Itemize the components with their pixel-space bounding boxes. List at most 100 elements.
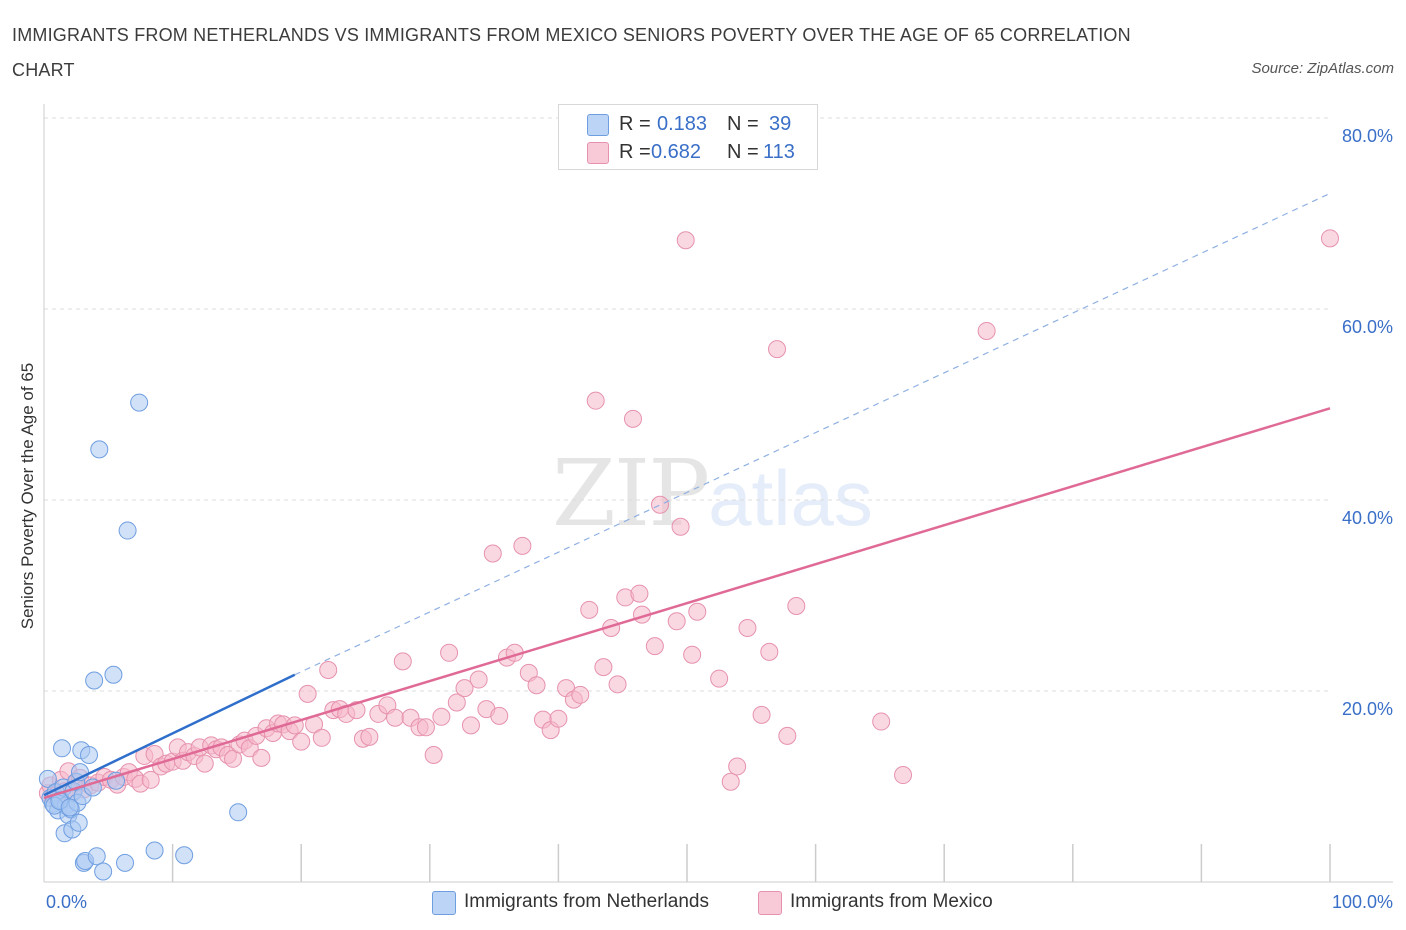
data-point-mexico [461, 716, 480, 735]
data-point-mexico [360, 727, 379, 746]
data-point-mexico [490, 706, 509, 725]
data-point-mexico [513, 536, 532, 555]
data-point-netherlands [145, 841, 164, 860]
stats-legend: R = 0.183 N = 39 R = 0.682 N = 113 [558, 104, 818, 170]
legend-label-mexico: Immigrants from Mexico [790, 891, 993, 912]
data-point-mexico [671, 517, 690, 536]
grid-lines [44, 117, 1330, 692]
chart-source: Source: ZipAtlas.com [1251, 60, 1394, 77]
data-point-mexico [312, 728, 331, 747]
data-point-mexico [580, 600, 599, 619]
data-point-mexico [676, 231, 695, 250]
data-point-netherlands [85, 671, 104, 690]
data-point-mexico [728, 757, 747, 776]
data-point-mexico [483, 544, 502, 563]
data-point-mexico [447, 693, 466, 712]
data-point-mexico [386, 708, 405, 727]
data-point-mexico [571, 685, 590, 704]
data-point-mexico [623, 409, 642, 428]
x-tick-label: 100.0% [1332, 892, 1393, 912]
data-point-mexico [688, 602, 707, 621]
trend-line-netherlands [43, 673, 296, 797]
y-tick-label: 20.0% [1342, 699, 1393, 719]
data-point-mexico [787, 597, 806, 616]
data-point-netherlands [38, 769, 57, 788]
data-point-mexico [527, 676, 546, 695]
data-point-mexico [432, 707, 451, 726]
data-point-mexico [977, 321, 996, 340]
legend-swatch-mexico [758, 891, 782, 915]
data-point-mexico [424, 745, 443, 764]
stats-swatch-netherlands [587, 114, 609, 136]
data-point-mexico [872, 712, 891, 731]
y-axis-label: Seniors Poverty Over the Age of 65 [18, 362, 37, 630]
chart-title: IMMIGRANTS FROM NETHERLANDS VS IMMIGRANT… [12, 25, 1131, 80]
data-point-netherlands [104, 665, 123, 684]
data-point-mexico [608, 675, 627, 694]
trend-lines [43, 192, 1331, 800]
data-point-mexico [650, 495, 669, 514]
data-point-netherlands [229, 803, 248, 822]
data-point-mexico [455, 679, 474, 698]
stats-r-label: R = [619, 141, 651, 163]
data-point-netherlands [69, 813, 88, 832]
data-point-netherlands [90, 440, 109, 459]
data-point-netherlands [53, 739, 72, 758]
data-point-mexico [738, 618, 757, 637]
data-point-mexico [440, 643, 459, 662]
y-tick-label: 60.0% [1342, 317, 1393, 337]
data-point-mexico [710, 669, 729, 688]
data-point-mexico [416, 718, 435, 737]
tick-labels: 20.0% 40.0% 60.0% 80.0% 0.0% 100.0% [46, 126, 1393, 912]
data-point-netherlands [80, 745, 99, 764]
mexico-points [38, 229, 1339, 809]
data-point-netherlands [116, 853, 135, 872]
data-point-netherlands [130, 393, 149, 412]
data-point-mexico [768, 340, 787, 359]
data-point-netherlands [94, 862, 113, 881]
stats-n-value-netherlands: 39 [769, 113, 792, 135]
data-point-mexico [252, 748, 271, 767]
stats-swatch-mexico [587, 142, 609, 164]
data-point-mexico [778, 726, 797, 745]
data-point-netherlands [175, 846, 194, 865]
data-point-mexico [195, 754, 214, 773]
axes [43, 104, 1393, 883]
data-point-mexico [721, 772, 740, 791]
legend-label-netherlands: Immigrants from Netherlands [464, 891, 709, 912]
data-point-mexico [319, 660, 338, 679]
data-point-mexico [645, 637, 664, 656]
data-point-mexico [667, 612, 686, 631]
data-point-mexico [549, 709, 568, 728]
stats-r-value-mexico: 0.682 [651, 141, 702, 163]
data-point-netherlands [118, 521, 137, 540]
trend-extension-netherlands [294, 192, 1331, 676]
data-point-netherlands [87, 847, 106, 866]
data-point-mexico [894, 766, 913, 785]
data-point-mexico [469, 670, 488, 689]
data-point-mexico [594, 658, 613, 677]
watermark-atlas: atlas [708, 454, 873, 542]
data-point-mexico [298, 684, 317, 703]
data-point-mexico [630, 584, 649, 603]
data-point-mexico [141, 770, 160, 789]
data-point-mexico [393, 652, 412, 671]
data-point-mexico [1321, 229, 1339, 248]
data-point-mexico [752, 705, 771, 724]
stats-n-label: N = [727, 141, 759, 163]
watermark: ZIPatlas [552, 440, 873, 547]
stats-n-value-mexico: 113 [763, 141, 795, 163]
data-point-mexico [683, 645, 702, 664]
data-point-mexico [760, 642, 779, 661]
legend-swatch-netherlands [432, 891, 456, 915]
x-tick-label: 0.0% [46, 892, 87, 912]
data-point-netherlands [60, 798, 79, 817]
data-point-mexico [292, 732, 311, 751]
y-tick-label: 80.0% [1342, 126, 1393, 146]
stats-n-label: N = [727, 113, 759, 135]
y-tick-label: 40.0% [1342, 508, 1393, 528]
netherlands-points [38, 393, 248, 881]
stats-r-value-netherlands: 0.183 [657, 113, 708, 135]
trend-line-mexico [43, 407, 1331, 800]
